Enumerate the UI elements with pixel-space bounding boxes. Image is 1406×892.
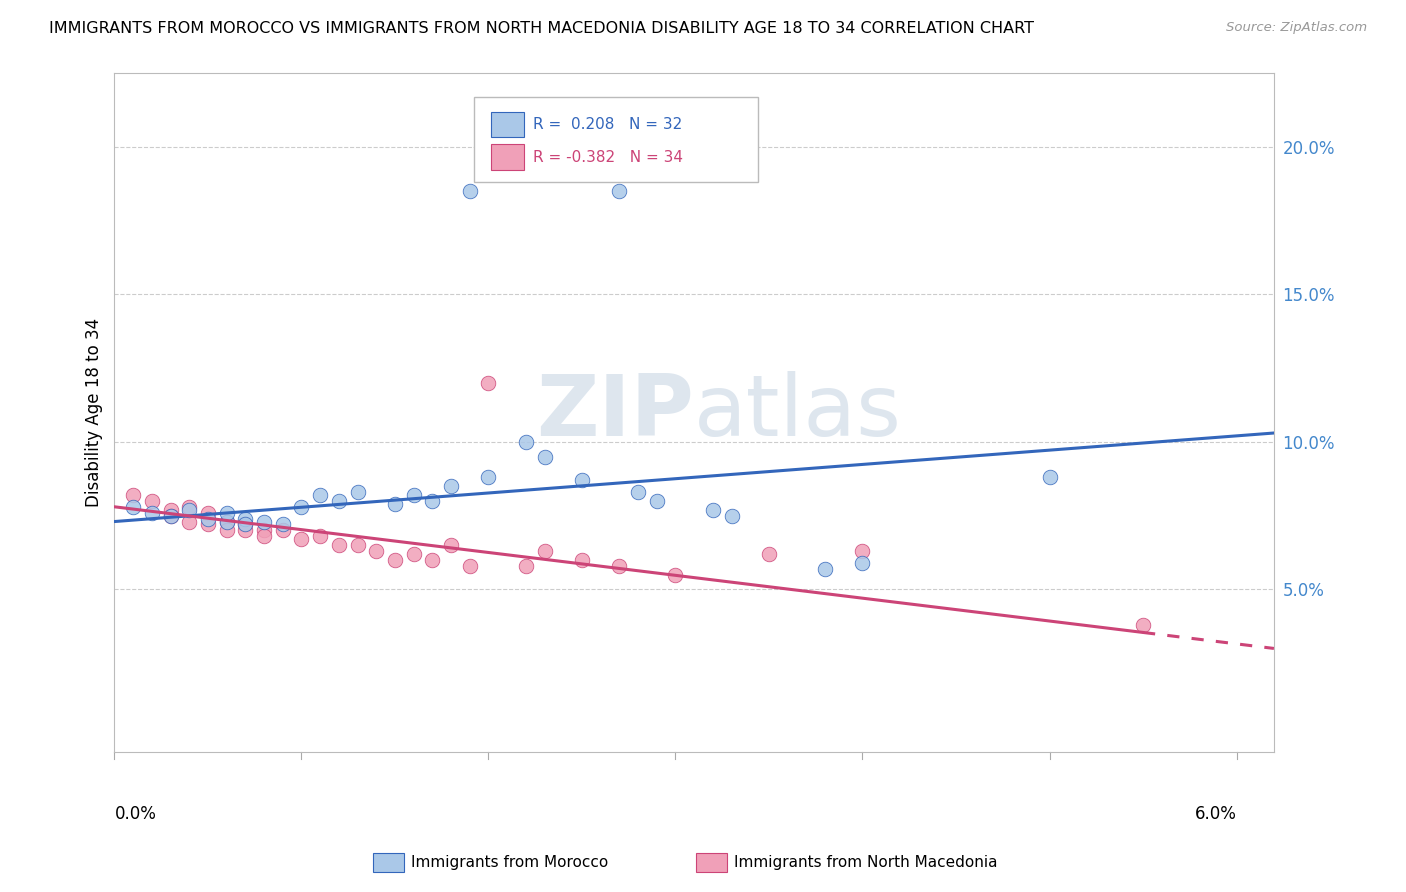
Text: IMMIGRANTS FROM MOROCCO VS IMMIGRANTS FROM NORTH MACEDONIA DISABILITY AGE 18 TO : IMMIGRANTS FROM MOROCCO VS IMMIGRANTS FR… [49,21,1035,36]
Point [814,562,837,576]
Point [664,567,686,582]
Point [402,547,425,561]
Point [477,470,499,484]
Y-axis label: Disability Age 18 to 34: Disability Age 18 to 34 [86,318,103,507]
Point [851,556,873,570]
Point [253,515,276,529]
FancyBboxPatch shape [491,145,523,170]
Text: Immigrants from North Macedonia: Immigrants from North Macedonia [734,855,997,870]
Point [122,500,145,514]
Point [159,502,181,516]
Point [645,494,668,508]
Point [515,434,537,449]
FancyBboxPatch shape [474,96,758,182]
Point [609,558,631,573]
Text: atlas: atlas [695,371,903,454]
Point [141,506,163,520]
Point [253,529,276,543]
Text: Source: ZipAtlas.com: Source: ZipAtlas.com [1226,21,1367,34]
Point [141,494,163,508]
Point [233,517,256,532]
Point [420,494,443,508]
Point [197,511,219,525]
Point [346,538,368,552]
Point [533,544,555,558]
Point [851,544,873,558]
Point [197,517,219,532]
Text: R =  0.208   N = 32: R = 0.208 N = 32 [533,117,682,132]
Point [571,553,593,567]
Point [440,538,463,552]
FancyBboxPatch shape [491,112,523,137]
Point [1038,470,1060,484]
Point [1132,617,1154,632]
Point [346,485,368,500]
Point [290,533,312,547]
Point [384,497,406,511]
Point [215,506,238,520]
Point [328,494,350,508]
Point [420,553,443,567]
Text: 0.0%: 0.0% [114,805,156,822]
Point [159,508,181,523]
Point [215,524,238,538]
Point [215,515,238,529]
Point [402,488,425,502]
Point [179,500,201,514]
Point [233,524,256,538]
Point [159,508,181,523]
Point [290,500,312,514]
Point [215,515,238,529]
Point [758,547,780,561]
Point [233,511,256,525]
Point [515,558,537,573]
Point [271,517,294,532]
Point [366,544,388,558]
Point [328,538,350,552]
Point [384,553,406,567]
Point [253,524,276,538]
Point [122,488,145,502]
Point [233,517,256,532]
Text: ZIP: ZIP [537,371,695,454]
Text: R = -0.382   N = 34: R = -0.382 N = 34 [533,150,683,165]
Point [627,485,650,500]
Point [309,488,332,502]
Point [179,515,201,529]
Point [197,506,219,520]
Point [271,524,294,538]
Point [309,529,332,543]
Point [533,450,555,464]
Point [609,184,631,198]
Point [477,376,499,390]
Point [179,502,201,516]
Point [702,502,724,516]
Point [458,184,481,198]
Point [571,473,593,487]
Point [440,479,463,493]
Text: Immigrants from Morocco: Immigrants from Morocco [411,855,607,870]
Point [720,508,742,523]
Point [458,558,481,573]
Text: 6.0%: 6.0% [1195,805,1236,822]
